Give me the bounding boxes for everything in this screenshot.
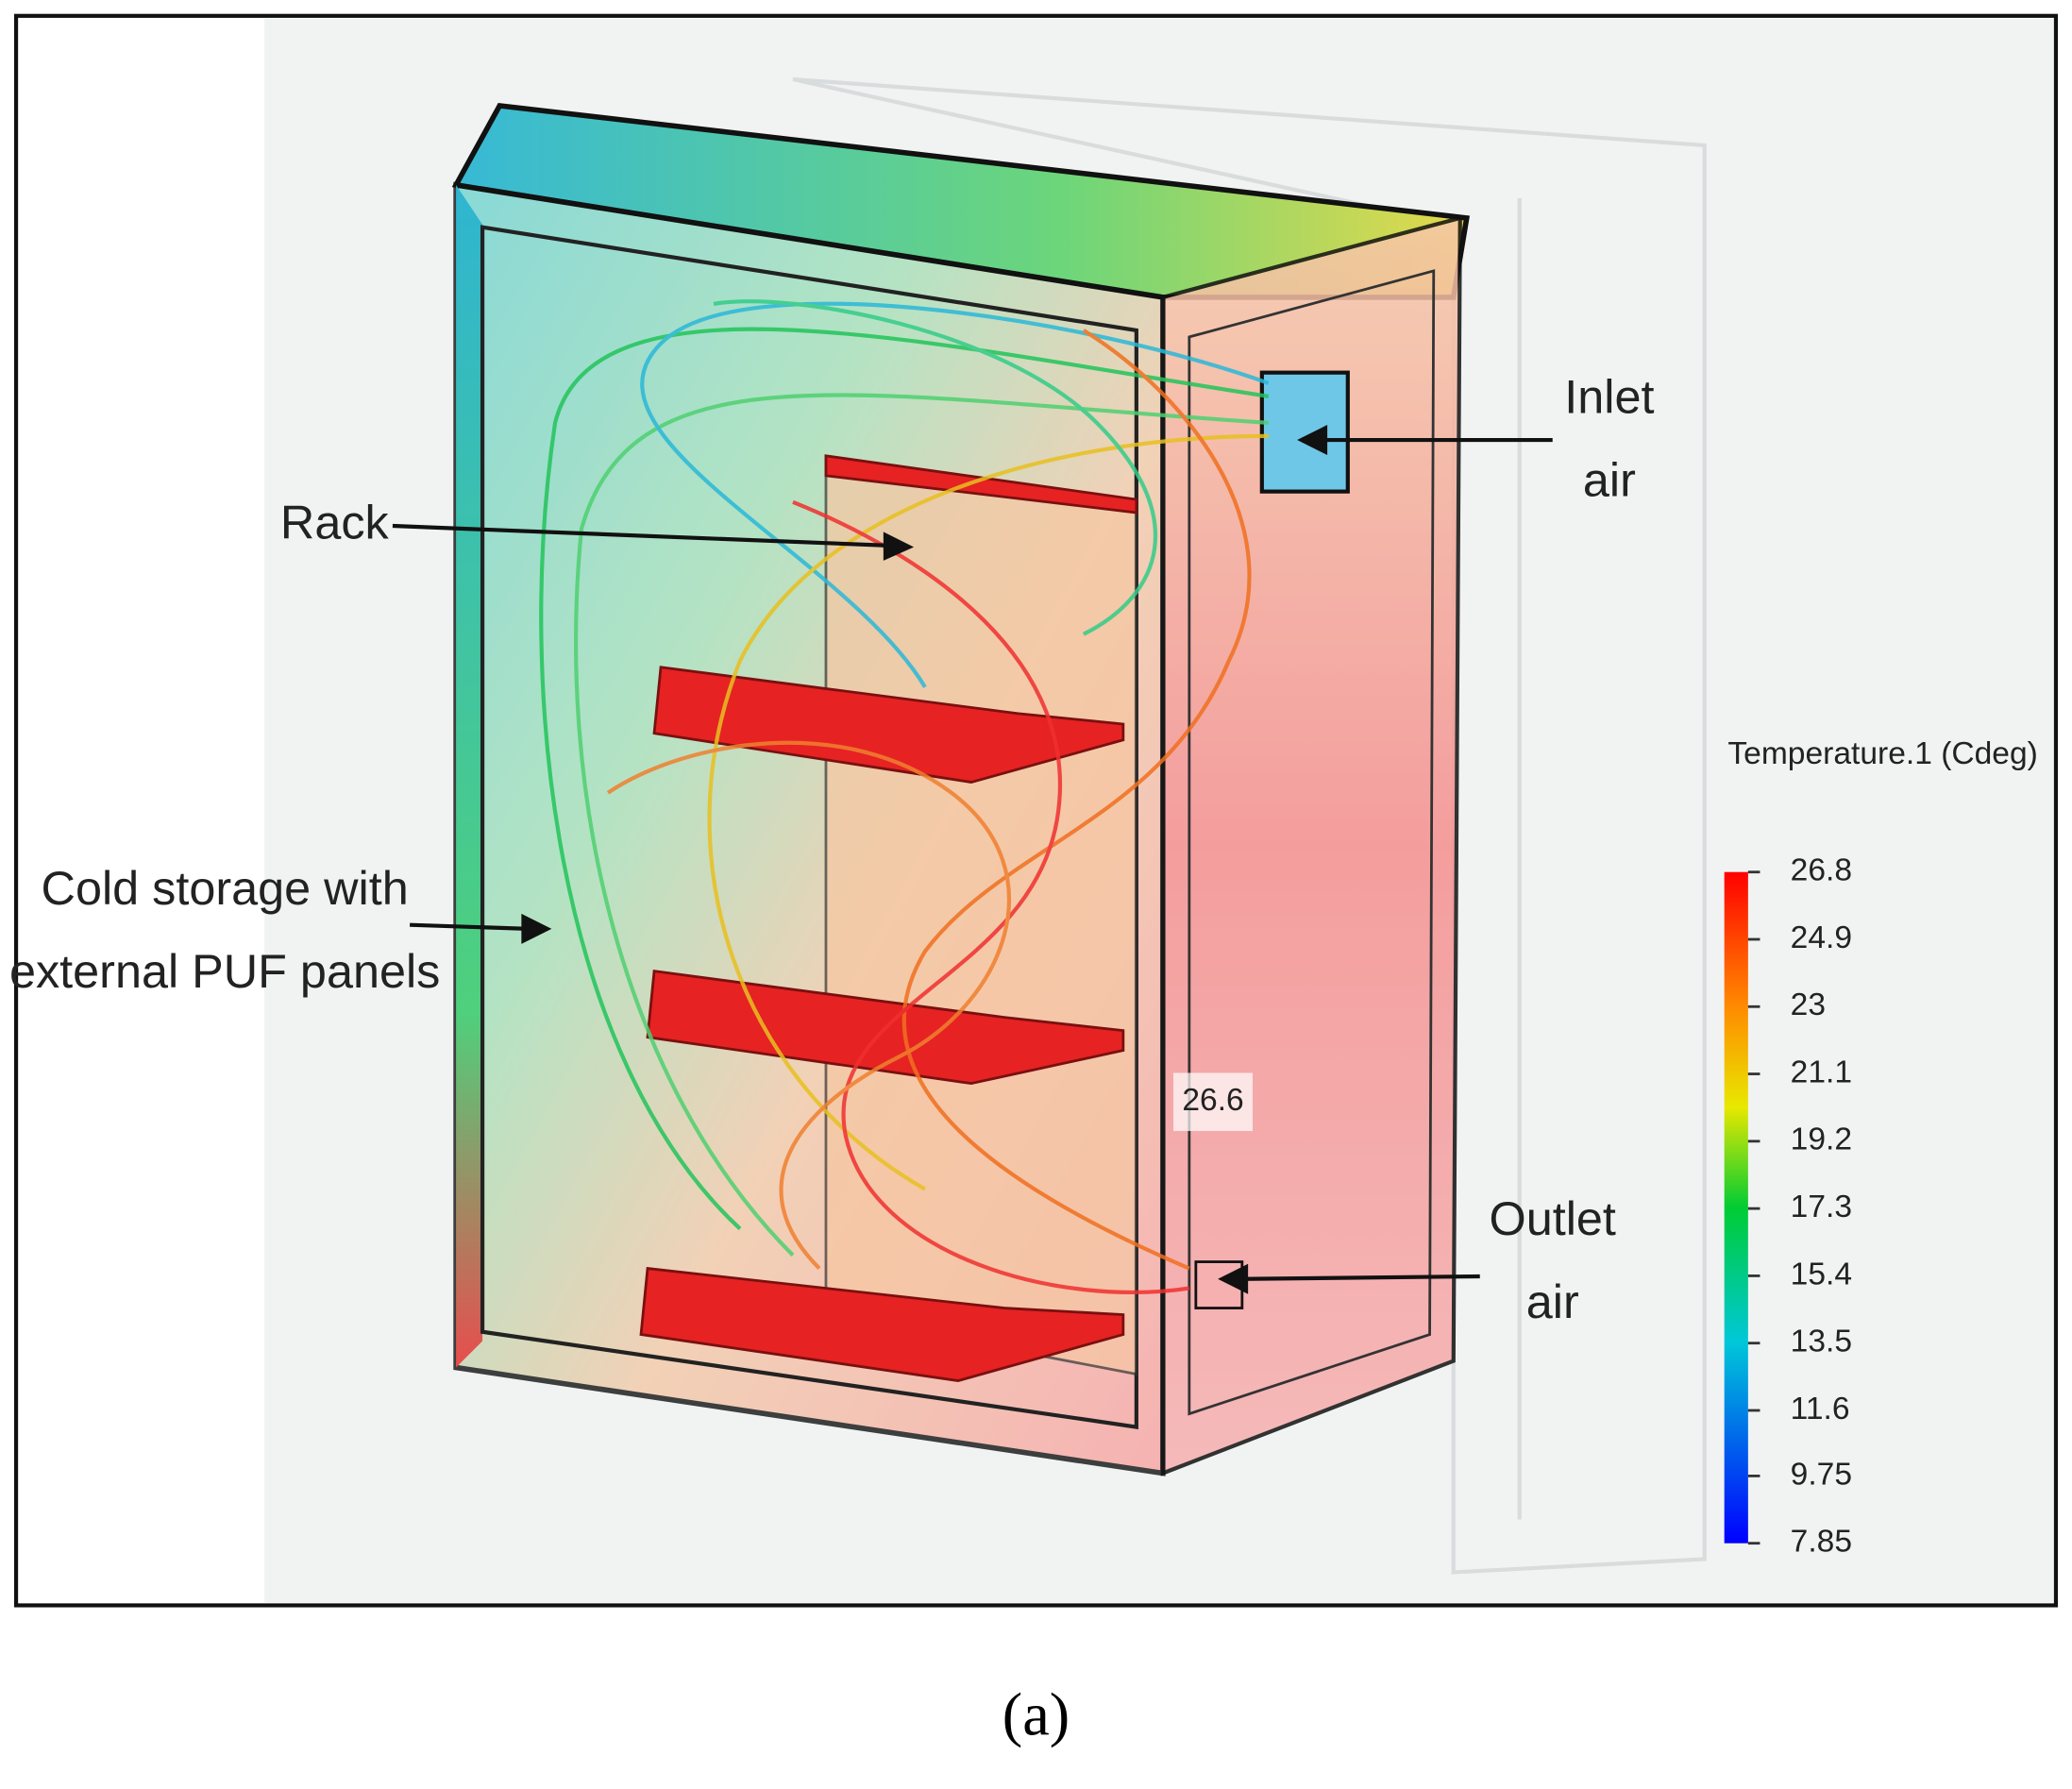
labels: Rack Inlet air Outlet air Cold storage with ex… <box>9 369 1655 1328</box>
streamlines <box>539 299 1270 1294</box>
cabinet <box>451 102 1471 1477</box>
caption: (a) <box>1002 1681 1070 1748</box>
colorbar-ticks: 26.8 24.9 23 21.1 19.2 17.3 15.4 13.5 11.6 9.75 7.… <box>1747 853 1852 1560</box>
probe-box <box>1173 1072 1254 1132</box>
label: air <box>1583 453 1636 507</box>
arrows <box>392 425 1553 1294</box>
label: external PUF panels <box>9 944 440 998</box>
probe-label: 26.6 <box>1182 1083 1243 1118</box>
colorbar-tick-label: 13.5 <box>1791 1325 1852 1359</box>
colorbar-tick-label: 21.1 <box>1791 1055 1852 1089</box>
colorbar-tick-label: 11.6 <box>1791 1392 1850 1426</box>
label: air <box>1526 1274 1579 1328</box>
colorbar-title: Temperature.1 (Cdeg) <box>1727 736 2037 771</box>
colorbar-tick-label: 9.75 <box>1791 1457 1852 1492</box>
colorbar-tick-label: 7.85 <box>1791 1525 1852 1560</box>
colorbar-tick-label: 15.4 <box>1791 1257 1852 1291</box>
label: Rack <box>280 495 390 549</box>
colorbar-tick-label: 19.2 <box>1791 1122 1852 1157</box>
colorbar-tick-label: 26.8 <box>1791 853 1852 888</box>
label: Outlet <box>1490 1191 1616 1245</box>
colorbar-tick-label: 23 <box>1791 987 1826 1022</box>
ghost-box <box>792 76 1707 1575</box>
label: Cold storage with <box>42 861 409 915</box>
colorbar-tick-label: 24.9 <box>1791 920 1852 955</box>
colorbar <box>1724 871 1748 1544</box>
colorbar-tick-label: 17.3 <box>1791 1190 1852 1224</box>
label: Inlet <box>1564 369 1654 423</box>
